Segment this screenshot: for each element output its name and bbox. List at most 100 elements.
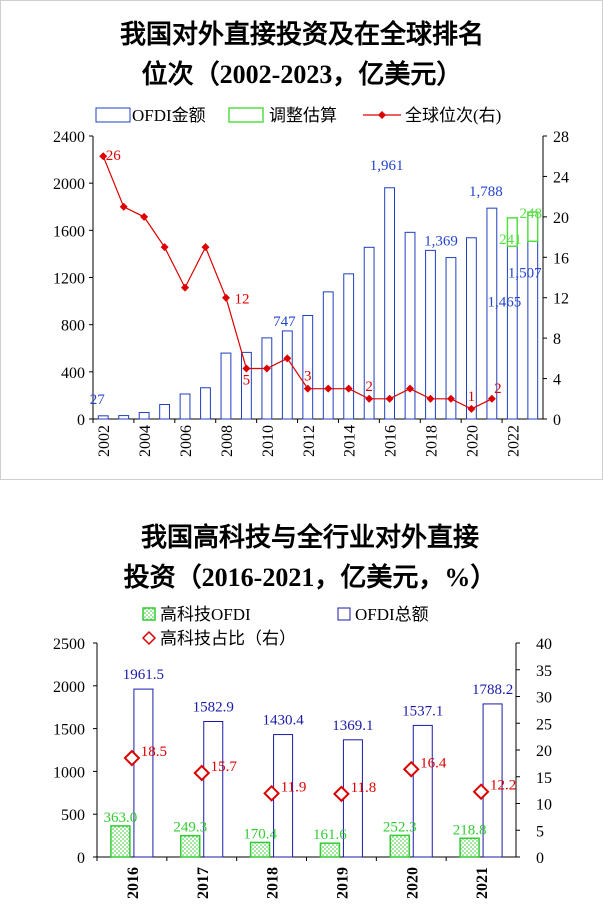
- chart2-total-value-label: 1430.4: [262, 713, 304, 729]
- chart2-right-tick-label: 35: [536, 663, 552, 680]
- chart1-rank-value-label: 12: [234, 292, 249, 308]
- chart1-rank-point: [487, 394, 496, 403]
- chart2-hightech-value-label: 363.0: [104, 810, 138, 826]
- chart2-legend-hightech: 高科技OFDI: [160, 605, 251, 624]
- chart2-x-tick-label: 2017: [195, 867, 212, 899]
- chart2-legend-total: OFDI总额: [355, 605, 429, 624]
- chart1-rank-point: [140, 212, 149, 221]
- chart1-bar-ofdi: [343, 273, 355, 420]
- chart1-rank-value-label: 5: [243, 372, 251, 388]
- chart1-rank-point: [406, 384, 415, 393]
- chart2-left-tick-label: 500: [61, 807, 85, 824]
- chart2-bar-hightech: [249, 841, 271, 858]
- chart2-hightech-value-label: 252.3: [383, 819, 417, 835]
- chart1-legend-ofdi-swatch: [95, 107, 131, 123]
- chart2-share-value-label: 18.5: [141, 744, 167, 760]
- chart2-share-value-label: 15.7: [211, 759, 238, 775]
- chart2-bar-hightech: [180, 834, 201, 858]
- chart2-left-tick-label: 1000: [53, 764, 85, 781]
- chart1-rank-value-label: 26: [106, 148, 122, 164]
- chart1-ofdi-value-label: 1,788: [469, 184, 503, 200]
- chart1-ofdi-value-label: 27: [90, 392, 106, 408]
- chart1-bar-ofdi: [179, 393, 191, 420]
- chart1-x-tick-label: 2004: [137, 425, 154, 457]
- chart1-rank-point: [344, 384, 353, 393]
- chart1-legend-rank: 全球位次(右): [405, 106, 501, 125]
- chart1-x-tick-label: 2022: [505, 425, 522, 457]
- chart1-right-tick-label: 16: [553, 250, 569, 267]
- chart1-bar-ofdi: [445, 257, 457, 420]
- chart2-legend-total-swatch: [337, 607, 351, 621]
- chart1-rank-point: [385, 394, 394, 403]
- chart2-title-line1: 我国高科技与全行业对外直接: [141, 522, 479, 552]
- chart2-bar-hightech: [319, 842, 341, 858]
- chart1-rank-value-label: 2: [365, 379, 373, 395]
- chart1-rank-line: [102, 155, 493, 410]
- chart1-adj-value-label: 241: [499, 232, 522, 248]
- chart1-x-tick-label: 2008: [219, 425, 236, 457]
- chart1-left-tick-label: 2000: [53, 176, 85, 193]
- chart1-legend-rank-marker: [378, 111, 386, 119]
- chart1-left-tick-label: 1200: [53, 271, 85, 288]
- chart1-bar-ofdi: [97, 415, 109, 420]
- chart2-hightech-value-label: 161.6: [313, 827, 347, 843]
- chart1-bar-adjustment: [506, 217, 518, 248]
- chart1-ofdi-value-label: 747: [273, 314, 296, 330]
- chart1-ofdi-value-label: 1,507: [508, 265, 542, 281]
- chart1-right-tick-label: 24: [553, 169, 569, 186]
- chart1-rank-point: [160, 243, 169, 252]
- chart-ofdi-ranking: 我国对外直接投资及在全球排名 位次（2002-2023，亿美元） OFDI金额 调整估…: [0, 0, 603, 480]
- chart2-bar-total: [412, 724, 433, 858]
- chart2-title-line2: 投资（2016-2021，亿美元，%）: [124, 562, 497, 592]
- chart2-bar-total: [482, 703, 503, 858]
- chart2-share-point: [263, 784, 280, 802]
- chart1-rank-point: [181, 283, 190, 292]
- chart2-share-point: [402, 760, 420, 778]
- chart2-left-tick-label: 0: [77, 850, 85, 867]
- chart1-ofdi-value-label: 1,369: [424, 234, 458, 250]
- chart2-total-value-label: 1582.9: [193, 700, 234, 716]
- chart1-right-tick-label: 20: [553, 210, 569, 227]
- chart1-bar-ofdi: [281, 330, 293, 420]
- chart1-right-tick-label: 12: [553, 291, 569, 308]
- chart1-rank-point: [242, 364, 251, 373]
- chart2-legend-share-swatch: [141, 630, 157, 646]
- chart1-right-tick-label: 8: [553, 331, 561, 348]
- chart1-bar-ofdi: [425, 249, 436, 420]
- chart1-x-tick-label: 2018: [424, 425, 441, 457]
- chart2-right-tick-label: 40: [536, 636, 552, 653]
- chart2-left-tick-label: 1500: [53, 722, 85, 739]
- chart2-right-tick-label: 5: [536, 823, 544, 840]
- chart1-x-tick-label: 2006: [178, 425, 195, 457]
- chart1-rank-value-label: 2: [494, 381, 502, 397]
- chart2-share-value-label: 12.2: [490, 778, 516, 794]
- chart2-total-value-label: 1369.1: [332, 718, 373, 734]
- chart1-rank-point: [119, 202, 128, 211]
- chart1-bar-ofdi: [302, 314, 314, 420]
- chart1-title-line2: 位次（2002-2023，亿美元）: [142, 59, 463, 89]
- chart1-x-tick-label: 2020: [464, 425, 481, 457]
- chart2-share-point: [123, 749, 141, 767]
- chart1-rank-point: [283, 354, 292, 363]
- chart1-title-line1: 我国对外直接投资及在全球排名: [120, 19, 484, 49]
- chart1-bar-ofdi: [159, 403, 171, 420]
- chart2-hightech-value-label: 249.3: [173, 820, 207, 836]
- chart1-bar-ofdi: [220, 352, 232, 420]
- chart1-right-tick-label: 4: [553, 372, 561, 389]
- chart1-rank-point: [324, 384, 333, 393]
- chart1-bar-ofdi: [322, 291, 334, 420]
- chart2-right-tick-label: 30: [536, 690, 552, 707]
- chart2-hightech-value-label: 170.4: [243, 826, 277, 842]
- chart1-bar-ofdi: [404, 231, 416, 420]
- chart1-x-tick-label: 2016: [383, 425, 400, 457]
- chart2-left-tick-label: 2500: [53, 636, 85, 653]
- chart1-left-tick-label: 1600: [53, 223, 85, 240]
- chart1-left-tick-label: 800: [61, 318, 85, 335]
- chart1-rank-point: [365, 394, 374, 403]
- chart1-rank-value-label: 3: [304, 369, 312, 385]
- chart1-rank-point: [446, 394, 455, 403]
- chart2-share-value-label: 11.8: [351, 780, 377, 796]
- chart2-x-tick-label: 2018: [265, 867, 282, 899]
